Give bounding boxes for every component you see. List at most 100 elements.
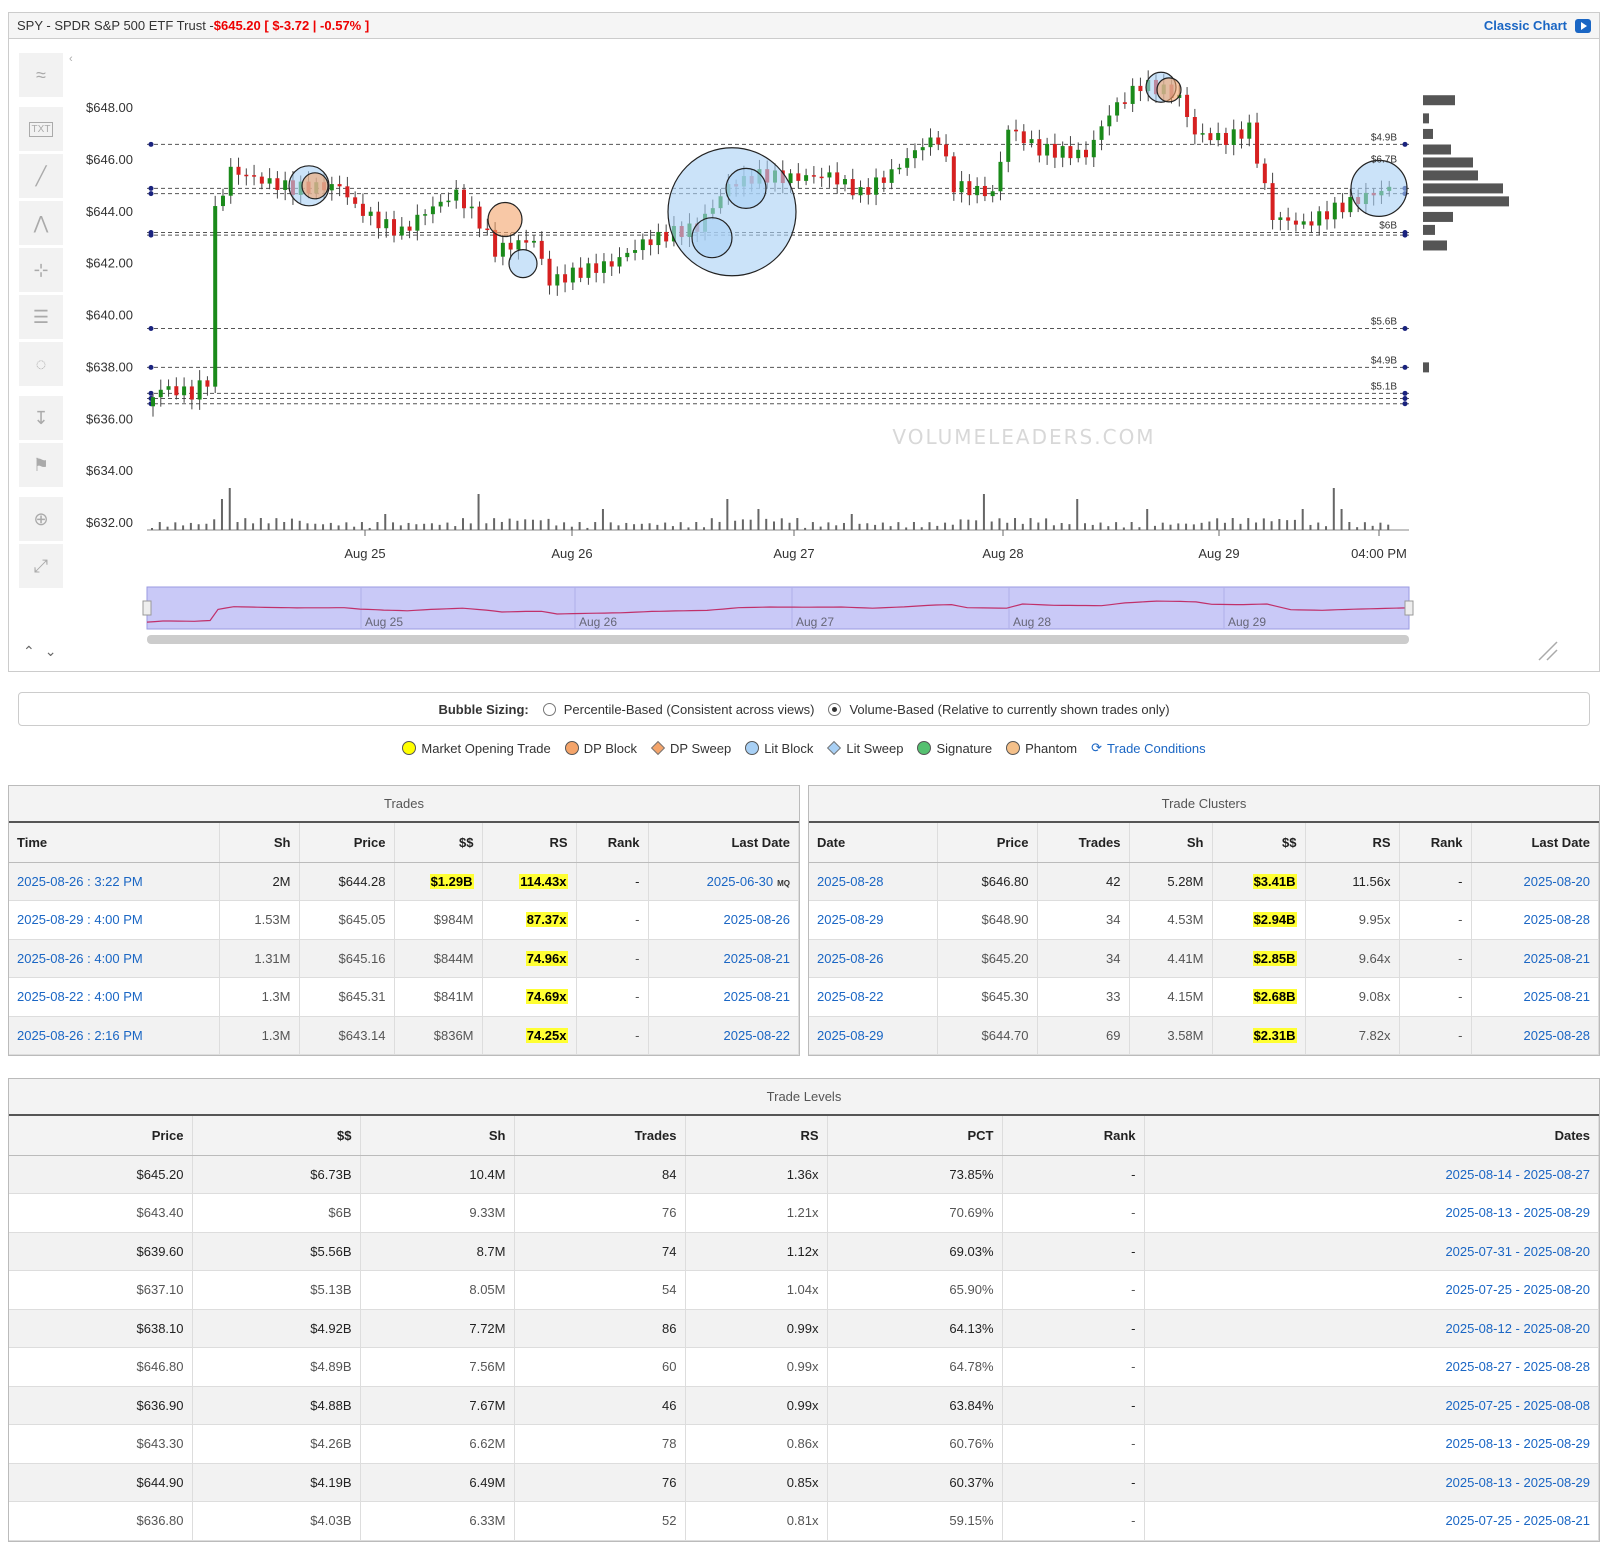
radio-selected-icon[interactable]	[828, 702, 842, 716]
trade-time[interactable]: 2025-08-26 : 3:22 PM	[9, 862, 220, 901]
trade-last-date[interactable]: 2025-08-26	[648, 900, 799, 940]
volume-radio[interactable]: Volume-Based (Relative to currently show…	[828, 702, 1170, 717]
resize-handle-icon[interactable]	[1538, 641, 1558, 661]
column-header[interactable]: Last Date	[1471, 823, 1599, 863]
level-dates[interactable]: 2025-07-25 - 2025-08-21	[1144, 1501, 1599, 1541]
trade-bubble[interactable]	[1350, 159, 1408, 218]
column-header[interactable]: Rank	[1002, 1116, 1145, 1156]
trade-last-date-link[interactable]: 2025-08-21	[723, 950, 791, 966]
cluster-date[interactable]: 2025-08-29	[809, 1016, 938, 1055]
trade-last-date[interactable]: 2025-08-21	[648, 977, 799, 1017]
column-header[interactable]: Sh	[1129, 823, 1213, 863]
chevron-up-icon[interactable]: ⌃	[23, 643, 45, 659]
column-header[interactable]: Trades	[514, 1116, 686, 1156]
navigator-handle-left[interactable]	[142, 600, 152, 616]
level-dates-link[interactable]: 2025-07-31 - 2025-08-20	[1445, 1243, 1590, 1259]
cluster-date-link[interactable]: 2025-08-26	[817, 950, 884, 966]
level-dates[interactable]: 2025-07-25 - 2025-08-20	[1144, 1270, 1599, 1310]
fib-tool[interactable]: ☰	[19, 295, 63, 339]
trade-time-link[interactable]: 2025-08-26 : 3:22 PM	[17, 873, 143, 889]
cluster-date[interactable]: 2025-08-26	[809, 939, 938, 978]
trade-bubble[interactable]	[1156, 77, 1182, 103]
navigator-window[interactable]	[146, 586, 1410, 630]
trade-time[interactable]: 2025-08-22 : 4:00 PM	[9, 977, 220, 1017]
cluster-last-date[interactable]: 2025-08-28	[1471, 900, 1599, 940]
cluster-last-date[interactable]: 2025-08-28	[1471, 1016, 1599, 1055]
column-header[interactable]: Last Date	[648, 823, 799, 863]
cluster-last-date-link[interactable]: 2025-08-28	[1523, 912, 1591, 928]
percentile-radio[interactable]: Percentile-Based (Consistent across view…	[542, 702, 814, 717]
cluster-date-link[interactable]: 2025-08-28	[817, 873, 884, 889]
trade-last-date-link[interactable]: 2025-08-22	[723, 1027, 791, 1043]
trade-time-link[interactable]: 2025-08-22 : 4:00 PM	[17, 989, 143, 1005]
cluster-date[interactable]: 2025-08-29	[809, 900, 938, 940]
trade-time-link[interactable]: 2025-08-29 : 4:00 PM	[17, 912, 143, 928]
level-dates[interactable]: 2025-07-31 - 2025-08-20	[1144, 1232, 1599, 1271]
radio-icon[interactable]	[542, 702, 556, 716]
text-tool[interactable]: TXT	[19, 107, 63, 151]
zoom-tool[interactable]: ⊕	[19, 497, 63, 541]
cluster-date-link[interactable]: 2025-08-29	[817, 1027, 884, 1043]
column-header[interactable]: Price	[937, 823, 1038, 863]
column-header[interactable]: RS	[1305, 823, 1400, 863]
cluster-last-date[interactable]: 2025-08-20	[1471, 862, 1599, 901]
trend-tool[interactable]: ≈	[19, 53, 63, 97]
trade-time-link[interactable]: 2025-08-26 : 4:00 PM	[17, 950, 143, 966]
column-header[interactable]: $$	[1212, 823, 1306, 863]
cluster-last-date[interactable]: 2025-08-21	[1471, 977, 1599, 1017]
column-header[interactable]: Sh	[360, 1116, 515, 1156]
column-header[interactable]: Price	[299, 823, 395, 863]
trade-last-date[interactable]: 2025-08-21	[648, 939, 799, 978]
cluster-last-date-link[interactable]: 2025-08-21	[1523, 989, 1591, 1005]
crosshair-tool[interactable]: ⊹	[19, 248, 63, 292]
hide-tool[interactable]: ◌	[19, 342, 63, 386]
level-dates-link[interactable]: 2025-08-14 - 2025-08-27	[1445, 1166, 1590, 1182]
line-tool[interactable]: ╱	[19, 154, 63, 198]
column-header[interactable]: RS	[482, 823, 577, 863]
cluster-last-date-link[interactable]: 2025-08-21	[1523, 950, 1591, 966]
chart-scrollbar[interactable]	[147, 635, 1409, 644]
cluster-last-date-link[interactable]: 2025-08-20	[1523, 873, 1591, 889]
trade-bubble[interactable]	[301, 172, 329, 200]
trade-last-date-link[interactable]: 2025-08-26	[723, 912, 791, 928]
column-header[interactable]: Date	[809, 823, 938, 863]
cluster-last-date[interactable]: 2025-08-21	[1471, 939, 1599, 978]
column-header[interactable]: Price	[9, 1116, 193, 1156]
cluster-date-link[interactable]: 2025-08-29	[817, 912, 884, 928]
level-dates[interactable]: 2025-08-13 - 2025-08-29	[1144, 1193, 1599, 1233]
level-dates-link[interactable]: 2025-08-12 - 2025-08-20	[1445, 1320, 1590, 1336]
column-header[interactable]: Dates	[1144, 1116, 1599, 1156]
trade-time[interactable]: 2025-08-26 : 2:16 PM	[9, 1016, 220, 1055]
level-dates[interactable]: 2025-08-14 - 2025-08-27	[1144, 1155, 1599, 1194]
column-header[interactable]: Trades	[1037, 823, 1130, 863]
level-dates[interactable]: 2025-08-13 - 2025-08-29	[1144, 1424, 1599, 1464]
toolbar-scroll[interactable]: ⌃⌄	[23, 643, 66, 660]
trade-conditions-link[interactable]: ⟳ Trade Conditions	[1091, 740, 1205, 756]
level-dates[interactable]: 2025-08-12 - 2025-08-20	[1144, 1309, 1599, 1348]
cluster-last-date-link[interactable]: 2025-08-28	[1523, 1027, 1591, 1043]
column-header[interactable]: $$	[192, 1116, 361, 1156]
navigator-handle-right[interactable]	[1404, 600, 1414, 616]
trade-bubble[interactable]	[487, 201, 523, 238]
level-dates[interactable]: 2025-08-27 - 2025-08-28	[1144, 1347, 1599, 1387]
column-header[interactable]: PCT	[827, 1116, 1003, 1156]
trade-time-link[interactable]: 2025-08-26 : 2:16 PM	[17, 1027, 143, 1043]
level-dates-link[interactable]: 2025-07-25 - 2025-08-20	[1445, 1282, 1590, 1298]
trade-last-date[interactable]: 2025-06-30 MQ	[648, 862, 799, 901]
level-dates[interactable]: 2025-08-13 - 2025-08-29	[1144, 1463, 1599, 1502]
cluster-date-link[interactable]: 2025-08-22	[817, 989, 884, 1005]
trade-last-date-link[interactable]: 2025-08-21	[723, 989, 791, 1005]
level-dates-link[interactable]: 2025-07-25 - 2025-08-21	[1445, 1513, 1590, 1529]
trade-time[interactable]: 2025-08-29 : 4:00 PM	[9, 900, 220, 940]
cluster-date[interactable]: 2025-08-22	[809, 977, 938, 1017]
column-header[interactable]: $$	[394, 823, 483, 863]
level-dates-link[interactable]: 2025-07-25 - 2025-08-08	[1445, 1397, 1590, 1413]
measure-tool[interactable]: ↧	[19, 396, 63, 440]
pattern-tool[interactable]: ⋀	[19, 201, 63, 245]
column-header[interactable]: Rank	[1399, 823, 1472, 863]
column-header[interactable]: RS	[685, 1116, 828, 1156]
price-chart[interactable]: $648.00 $646.00 $644.00 $642.00 $640.00 $638.…	[9, 40, 1599, 672]
level-dates-link[interactable]: 2025-08-13 - 2025-08-29	[1445, 1205, 1590, 1221]
flag-tool[interactable]: ⚑	[19, 443, 63, 487]
trade-last-date-link[interactable]: 2025-06-30	[706, 873, 774, 889]
